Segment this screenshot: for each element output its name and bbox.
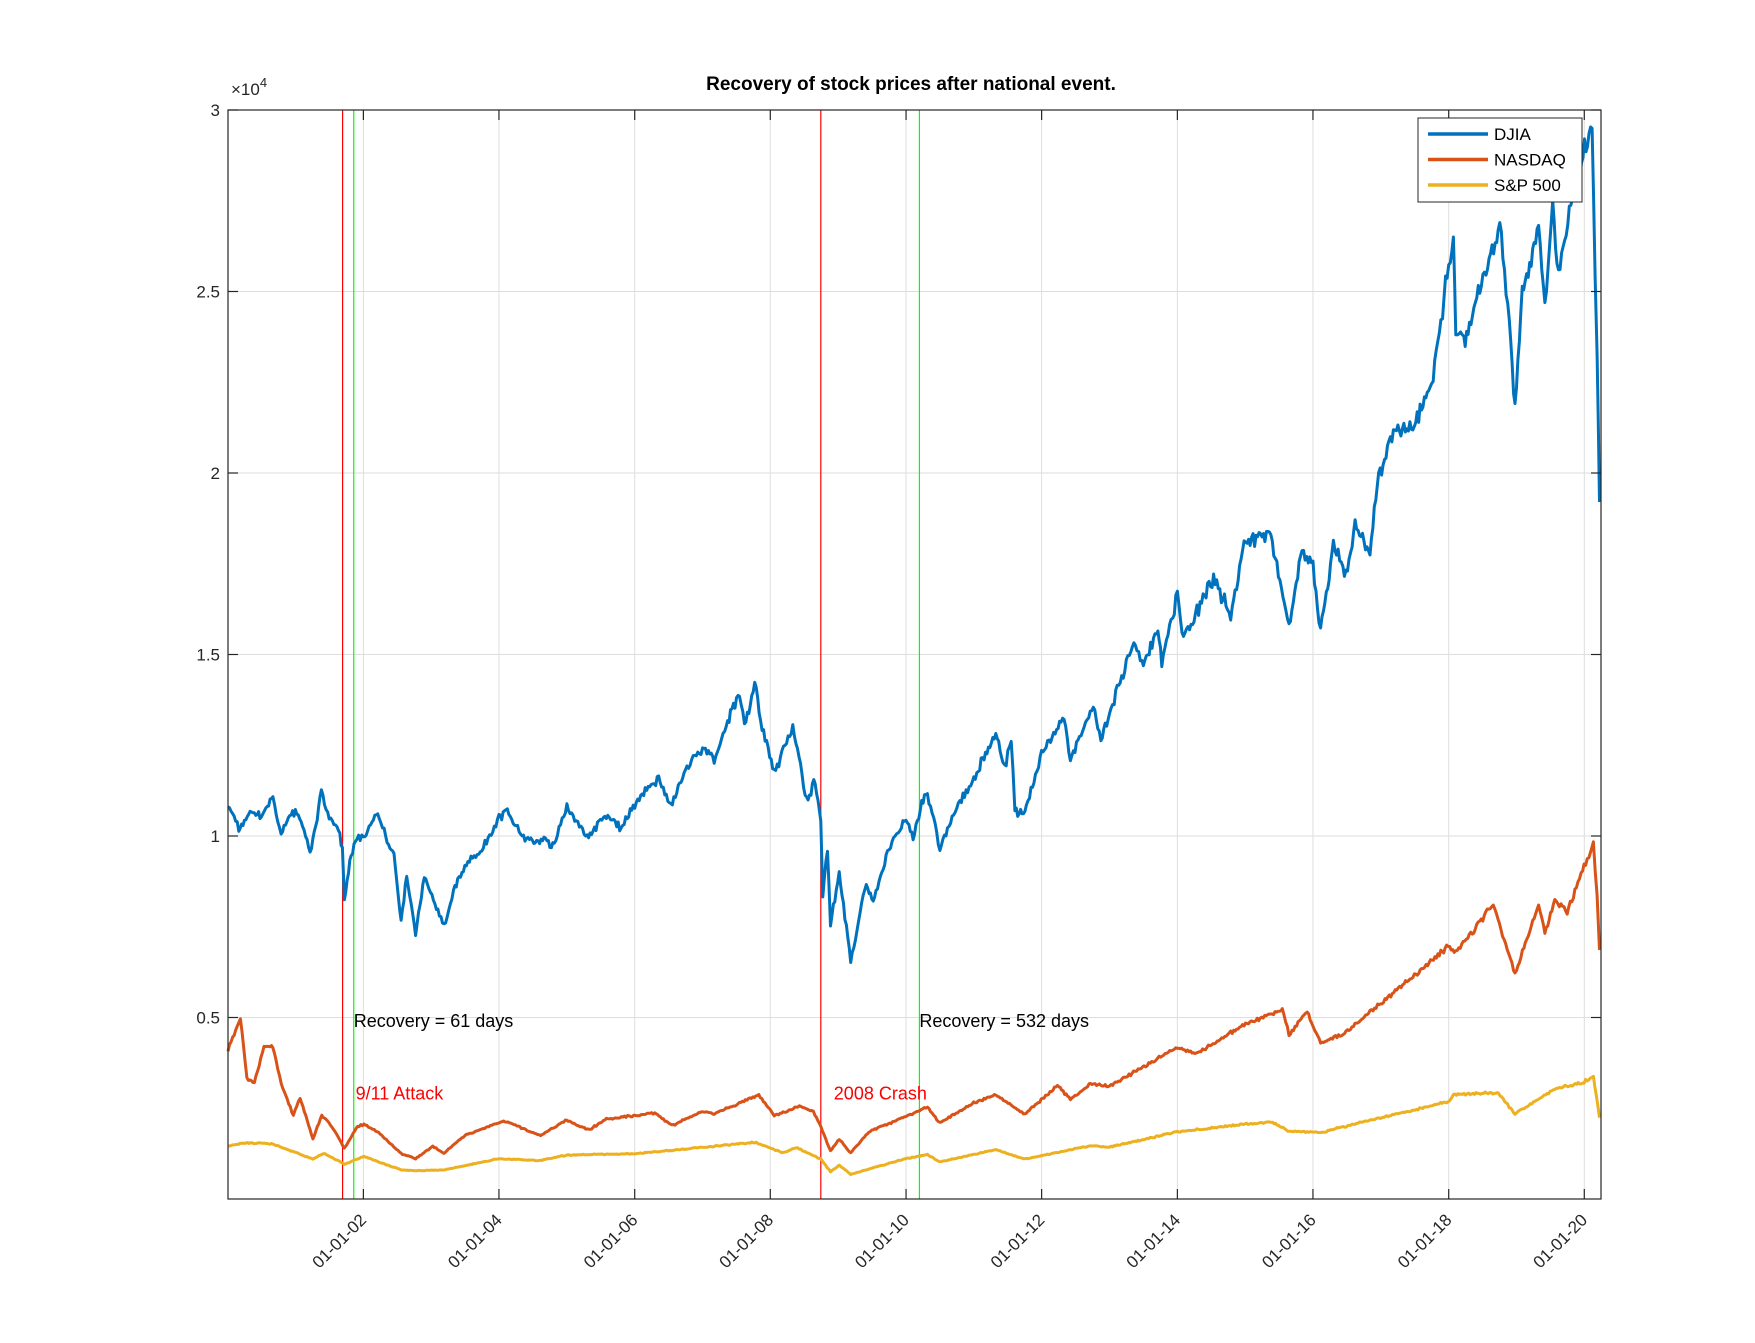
series-line-s-p-500 [227,1074,1601,1177]
event-markers [341,110,921,1199]
y-tick-label: 1.5 [196,646,220,665]
grid-lines [228,109,1601,1199]
event-labels: Recovery = 61 days 9/11 Attack Recovery = … [354,1011,1089,1104]
legend-label: DJIA [1494,125,1532,144]
legend-label: S&P 500 [1494,176,1561,195]
y-tick-label: 2 [211,464,220,483]
recovery-label: Recovery = 61 days [354,1011,514,1031]
series-line-djia [227,125,1601,964]
y-tick-label: 3 [211,101,220,120]
legend: DJIA NASDAQ S&P 500 [1417,117,1583,203]
plot-series [226,125,1601,1177]
chart-title: Recovery of stock prices after national … [706,74,1116,95]
recovery-label: Recovery = 532 days [919,1011,1089,1031]
y-axis-exponent: ×104 [231,75,267,99]
y-tick-label: 2.5 [196,283,220,302]
y-tick-label: 1 [211,827,220,846]
y-tick-label: 0.5 [196,1009,220,1028]
series-line-nasdaq [226,840,1601,1161]
event-label: 2008 Crash [834,1084,927,1104]
legend-label: NASDAQ [1494,151,1566,170]
event-label: 9/11 Attack [356,1084,445,1104]
